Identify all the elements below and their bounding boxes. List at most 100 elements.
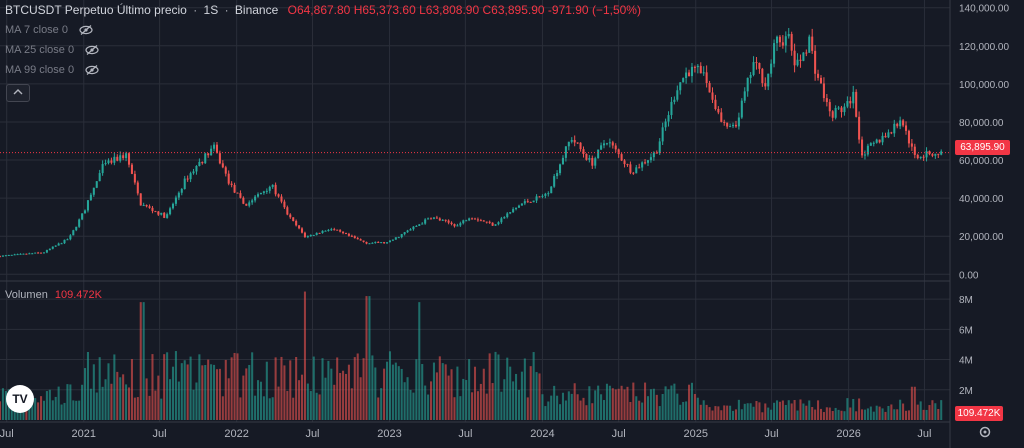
- volume-bar: [714, 406, 717, 420]
- candle-body: [353, 236, 356, 239]
- candle-body: [550, 186, 553, 194]
- collapse-indicators-button[interactable]: [6, 84, 30, 102]
- candle-body: [875, 139, 878, 143]
- interval-label[interactable]: 1S: [203, 3, 219, 17]
- candle-body: [371, 242, 374, 244]
- candle-body: [485, 221, 488, 223]
- volume-bar: [861, 409, 864, 420]
- volume-bar: [468, 359, 471, 420]
- volume-legend[interactable]: Volumen 109.472K: [5, 289, 102, 301]
- symbol-title[interactable]: BTCUSDT Perpetuo Último precio: [5, 3, 187, 17]
- volume-bar: [940, 400, 943, 420]
- candle-body: [591, 158, 594, 166]
- volume-bar: [588, 386, 591, 420]
- indicator-ma7[interactable]: MA 7 close 0: [5, 24, 93, 36]
- volume-bar: [265, 361, 268, 420]
- candle-body: [928, 151, 931, 155]
- volume-bar: [262, 396, 265, 420]
- volume-bar: [300, 374, 304, 420]
- candle-body: [133, 173, 136, 183]
- candle-body: [13, 254, 16, 256]
- candle-body: [934, 153, 937, 156]
- candle-body: [298, 225, 301, 229]
- candle-body: [295, 221, 298, 226]
- volume-bar: [353, 357, 356, 420]
- volume-bar: [286, 390, 289, 420]
- candle-body: [509, 212, 512, 214]
- eye-off-icon[interactable]: [85, 65, 99, 76]
- eye-off-icon[interactable]: [85, 45, 99, 56]
- volume-bar: [339, 372, 342, 420]
- candle-body: [523, 201, 526, 204]
- volume-bar: [764, 403, 767, 420]
- volume-bar: [825, 407, 828, 420]
- volume-bar: [380, 388, 383, 420]
- candle-body: [388, 240, 391, 243]
- volume-bar: [649, 389, 652, 420]
- candle-body: [380, 242, 383, 244]
- volume-bar: [60, 404, 63, 420]
- candle-body: [113, 156, 116, 163]
- volume-bar: [559, 404, 562, 420]
- volume-bar: [611, 388, 614, 420]
- volume-bar: [271, 397, 274, 420]
- volume-bar: [45, 391, 48, 420]
- volume-bar: [717, 406, 720, 420]
- volume-bar: [855, 411, 858, 420]
- volume-bar: [597, 385, 600, 420]
- indicator-ma25[interactable]: MA 25 close 0: [5, 44, 99, 56]
- volume-bar: [931, 400, 934, 420]
- volume-bar: [925, 409, 928, 420]
- candle-body: [386, 242, 389, 244]
- tradingview-logo[interactable]: TV: [6, 385, 34, 413]
- volume-bar: [4, 391, 7, 420]
- volume-bar: [878, 406, 881, 420]
- candle-body: [224, 167, 227, 174]
- candle-body: [342, 231, 345, 234]
- candle-body: [432, 217, 435, 219]
- candle-body: [632, 172, 635, 174]
- eye-off-icon[interactable]: [79, 25, 93, 36]
- volume-bar: [186, 364, 189, 420]
- candle-body: [92, 187, 95, 195]
- volume-bar: [213, 364, 216, 420]
- candle-body: [10, 254, 13, 256]
- volume-bar: [189, 356, 192, 420]
- candle-body: [723, 121, 726, 123]
- candle-body: [394, 237, 397, 240]
- volume-bar: [922, 409, 925, 420]
- candle-body: [465, 220, 468, 222]
- candle-body: [377, 241, 380, 243]
- open-value: O64,867.80: [287, 3, 351, 17]
- volume-bar: [494, 351, 497, 420]
- volume-bar: [198, 354, 201, 420]
- volume-bar: [796, 410, 799, 420]
- candle-body: [300, 228, 304, 233]
- gear-icon[interactable]: [978, 425, 992, 439]
- candle-body: [811, 36, 814, 51]
- candle-body: [315, 232, 318, 235]
- indicator-ma99[interactable]: MA 99 close 0: [5, 64, 99, 76]
- volume-bar: [350, 388, 353, 420]
- volume-bar: [479, 383, 482, 420]
- candle-body: [855, 91, 858, 117]
- volume-bar: [406, 377, 409, 420]
- candle-body: [186, 178, 189, 180]
- volume-bar: [904, 410, 908, 420]
- volume-bar: [251, 352, 254, 420]
- candle-body: [585, 154, 588, 160]
- candle-body: [198, 161, 201, 167]
- candle-body: [201, 161, 204, 164]
- candle-body: [350, 235, 353, 237]
- volume-bar: [283, 365, 286, 420]
- candle-body: [688, 72, 691, 77]
- volume-bar: [567, 391, 570, 420]
- candle-body: [852, 91, 855, 104]
- volume-bar: [40, 396, 43, 420]
- candle-body: [189, 173, 192, 180]
- candle-body: [685, 72, 688, 79]
- candle-body: [940, 151, 943, 155]
- volume-bar: [432, 362, 435, 420]
